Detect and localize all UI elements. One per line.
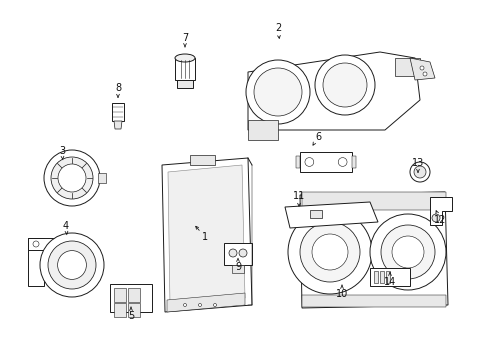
Circle shape <box>420 66 424 70</box>
Text: 9: 9 <box>235 262 241 272</box>
Circle shape <box>381 225 435 279</box>
Bar <box>302 295 446 307</box>
Circle shape <box>370 214 446 290</box>
Bar <box>128 288 140 302</box>
Circle shape <box>300 222 360 282</box>
Polygon shape <box>300 192 448 308</box>
Circle shape <box>288 210 372 294</box>
Bar <box>248 120 278 140</box>
Polygon shape <box>114 121 122 129</box>
Polygon shape <box>168 165 245 305</box>
Text: 11: 11 <box>293 191 305 201</box>
Text: 6: 6 <box>315 132 321 142</box>
Circle shape <box>432 214 440 222</box>
Text: 3: 3 <box>59 146 65 156</box>
Circle shape <box>323 63 367 107</box>
Circle shape <box>246 60 310 124</box>
Polygon shape <box>430 197 452 225</box>
Bar <box>114 303 126 317</box>
Text: 7: 7 <box>182 33 188 43</box>
Bar <box>300 152 352 172</box>
Bar <box>110 284 152 312</box>
Circle shape <box>48 241 96 289</box>
Circle shape <box>312 234 348 270</box>
Circle shape <box>33 241 39 247</box>
Circle shape <box>239 249 247 257</box>
Bar <box>224 243 252 265</box>
Bar <box>112 103 124 121</box>
Bar <box>302 192 446 210</box>
Bar <box>296 156 300 168</box>
Bar <box>310 210 322 218</box>
Circle shape <box>410 162 430 182</box>
Bar <box>98 173 106 183</box>
Bar <box>175 58 195 80</box>
Text: 8: 8 <box>115 83 121 93</box>
Bar <box>177 80 193 88</box>
Circle shape <box>229 249 237 257</box>
Text: 1: 1 <box>202 232 208 242</box>
Circle shape <box>392 236 424 268</box>
Bar <box>395 58 420 76</box>
Circle shape <box>51 157 93 199</box>
Bar <box>352 156 356 168</box>
Bar <box>28 238 58 250</box>
Bar <box>114 288 126 302</box>
Circle shape <box>338 158 347 166</box>
Bar <box>386 271 390 283</box>
Bar <box>128 303 140 317</box>
Circle shape <box>198 303 201 306</box>
Bar <box>190 155 215 165</box>
Circle shape <box>58 251 86 279</box>
Circle shape <box>423 72 427 76</box>
Bar <box>374 271 378 283</box>
Text: 13: 13 <box>412 158 424 168</box>
Circle shape <box>58 164 86 192</box>
Text: 4: 4 <box>63 221 69 231</box>
Text: 2: 2 <box>275 23 281 33</box>
Bar <box>370 268 410 286</box>
Polygon shape <box>162 158 252 312</box>
Bar <box>380 271 384 283</box>
Circle shape <box>183 303 187 306</box>
Circle shape <box>254 68 302 116</box>
Circle shape <box>214 303 217 306</box>
Bar <box>232 265 244 273</box>
Polygon shape <box>248 52 420 130</box>
Polygon shape <box>410 58 435 80</box>
Circle shape <box>305 158 314 166</box>
Circle shape <box>40 233 104 297</box>
Circle shape <box>44 150 100 206</box>
Polygon shape <box>285 202 378 228</box>
Circle shape <box>414 166 426 178</box>
Text: 10: 10 <box>336 289 348 299</box>
Ellipse shape <box>175 54 195 62</box>
Text: 14: 14 <box>384 277 396 287</box>
Text: 12: 12 <box>434 215 446 225</box>
Bar <box>28 238 44 286</box>
Text: 5: 5 <box>128 311 134 321</box>
Polygon shape <box>167 293 245 312</box>
Circle shape <box>315 55 375 115</box>
